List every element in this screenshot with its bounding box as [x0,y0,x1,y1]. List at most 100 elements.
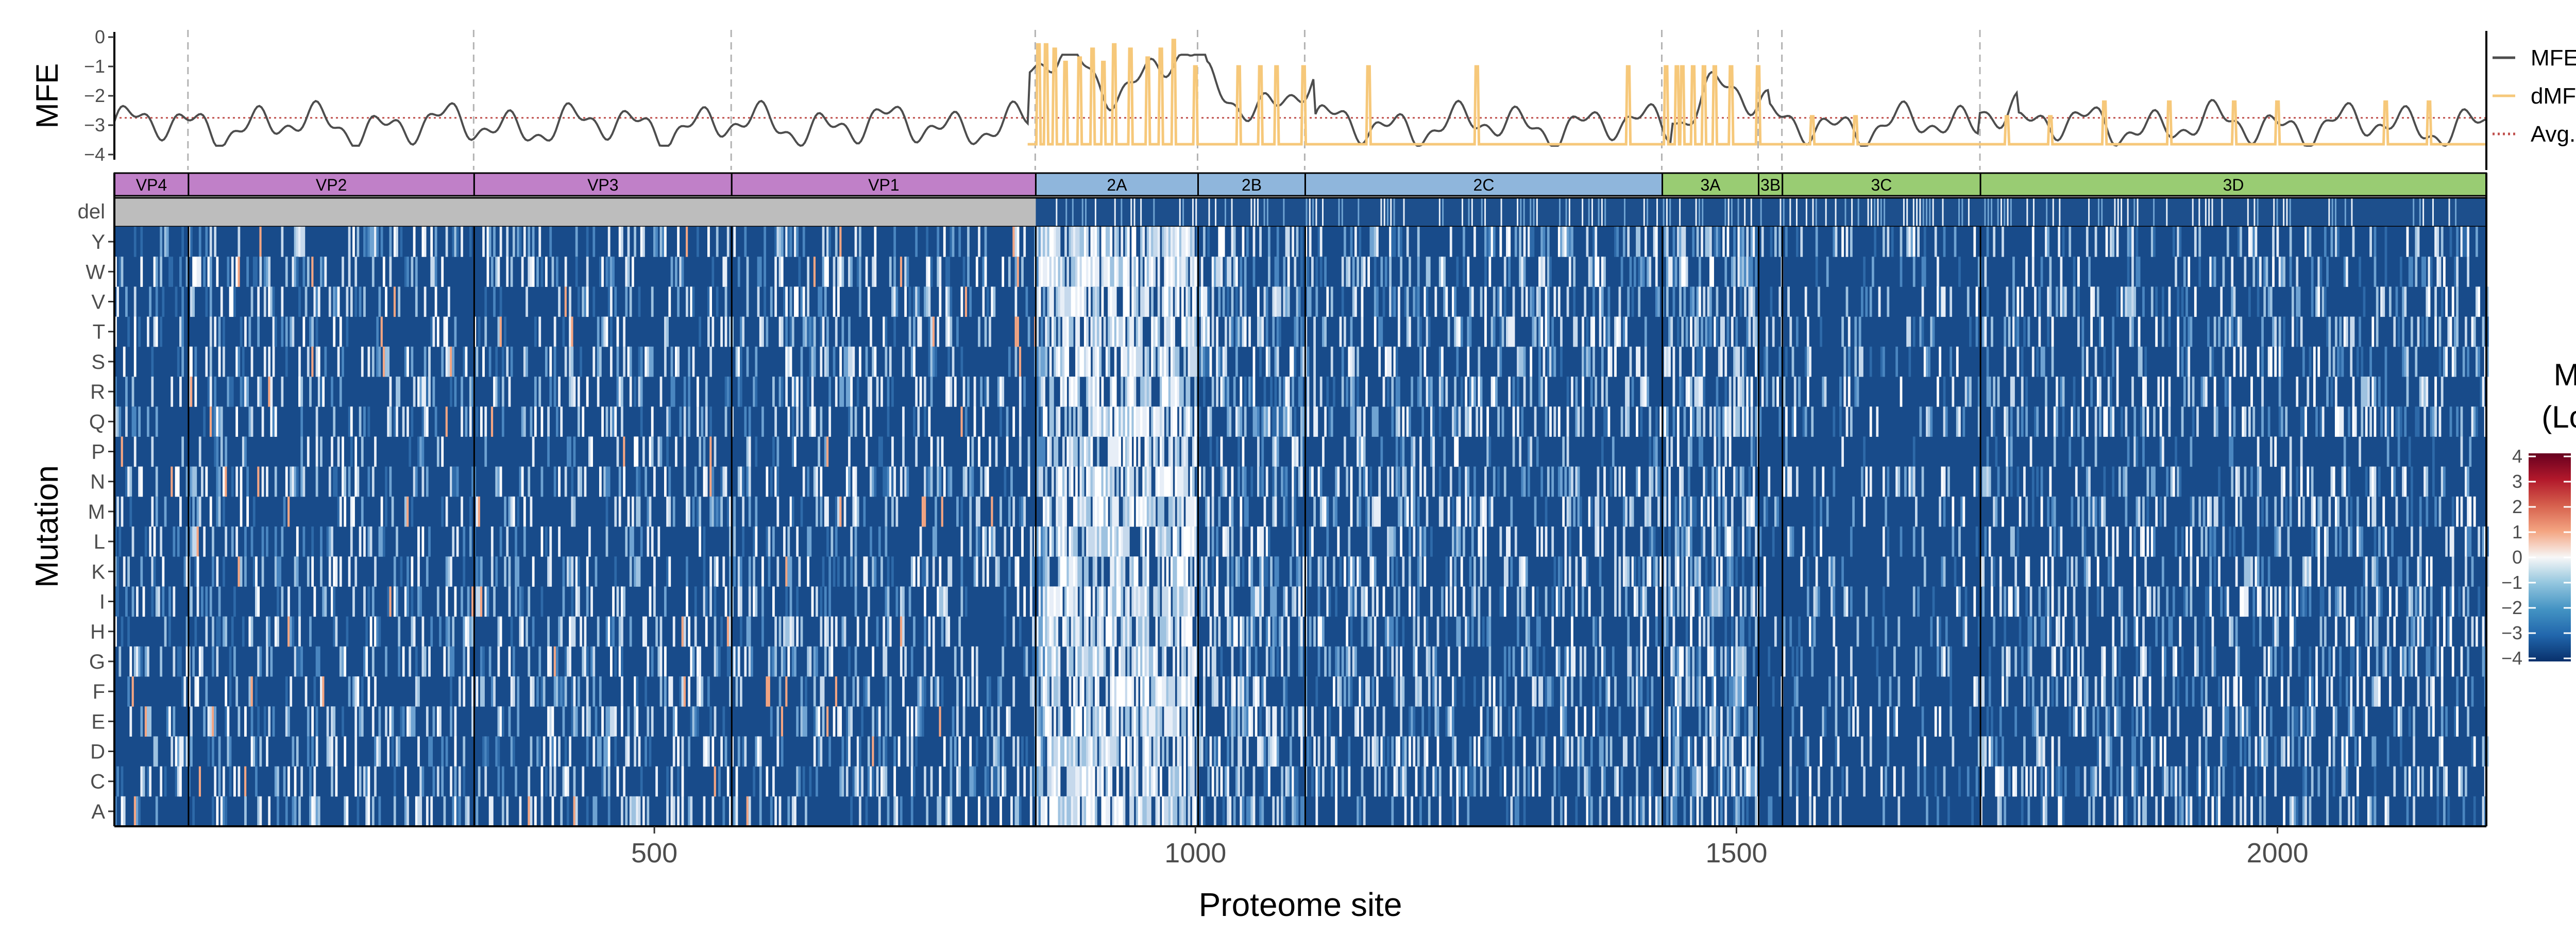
heatmap-cell [1307,346,1310,377]
heatmap-cell [1627,406,1630,437]
heatmap-cell [1259,466,1262,497]
heatmap-cell [1374,257,1377,287]
heatmap-cell [1543,257,1546,287]
heatmap-cell [2222,257,2225,287]
heatmap-cell [1668,466,1671,497]
heatmap-cell [1066,436,1070,467]
heatmap-cell [883,466,886,497]
heatmap-cell [1476,406,1479,437]
heatmap-cell [1709,406,1712,437]
heatmap-cell [1982,556,1985,587]
heatmap-cell [1205,496,1208,527]
heatmap-cell [1389,227,1392,257]
heatmap-cell [1168,466,1171,497]
heatmap-cell [1746,377,1749,407]
del-cell [2010,198,2012,227]
heatmap-cell [1685,377,1688,407]
heatmap-cell [1739,466,1742,497]
heatmap-cell [1508,377,1511,407]
heatmap-cell [845,466,849,497]
heatmap-cell [1081,496,1084,527]
heatmap-cell [2424,377,2426,407]
heatmap-cell [1043,406,1045,437]
heatmap-cell [978,526,980,557]
heatmap-cell [1991,406,1993,437]
heatmap-cell [2081,496,2084,527]
heatmap-cell [778,616,782,647]
heatmap-cell [1166,556,1169,587]
heatmap-cell [428,346,431,377]
heatmap-cell [824,257,827,287]
heatmap-cell [1538,286,1541,317]
heatmap-cell [1289,346,1292,377]
heatmap-cell [1173,496,1175,527]
heatmap-cell [826,616,829,647]
heatmap-cell [1562,586,1565,617]
heatmap-cell [1138,586,1141,617]
heatmap-cell [1352,556,1355,587]
heatmap-cell [1252,586,1256,617]
heatmap-cell [1278,316,1281,347]
heatmap-cell [1287,406,1290,437]
heatmap-cell [1016,556,1020,587]
heatmap-cell [1181,286,1184,317]
heatmap-cell [776,436,779,467]
del-cell [2455,198,2457,227]
heatmap-cell [333,316,336,347]
heatmap-cell [1523,257,1526,287]
heatmap-cell [1008,496,1011,527]
heatmap-cell [566,556,569,587]
heatmap-cell [2441,227,2444,257]
heatmap-cell [1073,586,1076,617]
heatmap-cell [125,406,128,437]
heatmap-cell [2348,466,2350,497]
heatmap-cell [2319,586,2323,617]
heatmap-cell [1443,257,1446,287]
heatmap-cell [231,466,234,497]
heatmap-cell [2231,286,2234,317]
heatmap-cell [1263,286,1266,317]
heatmap-cell [744,406,747,437]
heatmap-cell [2168,406,2171,437]
heatmap-cell [1142,227,1145,257]
heatmap-cell [1986,377,1989,407]
heatmap-cell [1586,556,1589,587]
heatmap-cell [2337,346,2340,377]
heatmap-cell [699,436,701,467]
heatmap-cell [335,466,338,497]
heatmap-cell [1376,586,1379,617]
heatmap-cell [1458,406,1461,437]
heatmap-cell [1121,346,1124,377]
heatmap-cell [653,556,656,587]
heatmap-cell [1553,406,1556,437]
heatmap-cell [391,496,394,527]
heatmap-cell [240,316,243,347]
heatmap-cell [828,227,832,257]
heatmap-cell [2451,556,2454,587]
heatmap-cell [456,526,459,557]
heatmap-cell [1701,496,1703,527]
heatmap-cell [1302,556,1305,587]
heatmap-cell [1019,406,1022,437]
heatmap-cell [1900,526,1903,557]
heatmap-cell [1162,377,1164,407]
heatmap-cell [1480,496,1483,527]
heatmap-cell [1075,556,1078,587]
heatmap-cell [746,257,749,287]
heatmap-cell [1146,227,1149,257]
del-cell [1926,198,1928,227]
heatmap-cell [1144,346,1147,377]
heatmap-cell [865,436,868,467]
heatmap-cell [2430,556,2433,587]
heatmap-cell [2060,526,2063,557]
heatmap-cell [1874,227,1876,257]
heatmap-cell [1272,436,1275,467]
heatmap-cell [300,436,303,467]
heatmap-cell [2051,586,2054,617]
heatmap-cell [1060,496,1063,527]
heatmap-cell [123,556,126,587]
heatmap-cell [1718,227,1721,257]
heatmap-cell [640,227,643,257]
heatmap-cell [2367,377,2370,407]
heatmap-cell [967,227,970,257]
